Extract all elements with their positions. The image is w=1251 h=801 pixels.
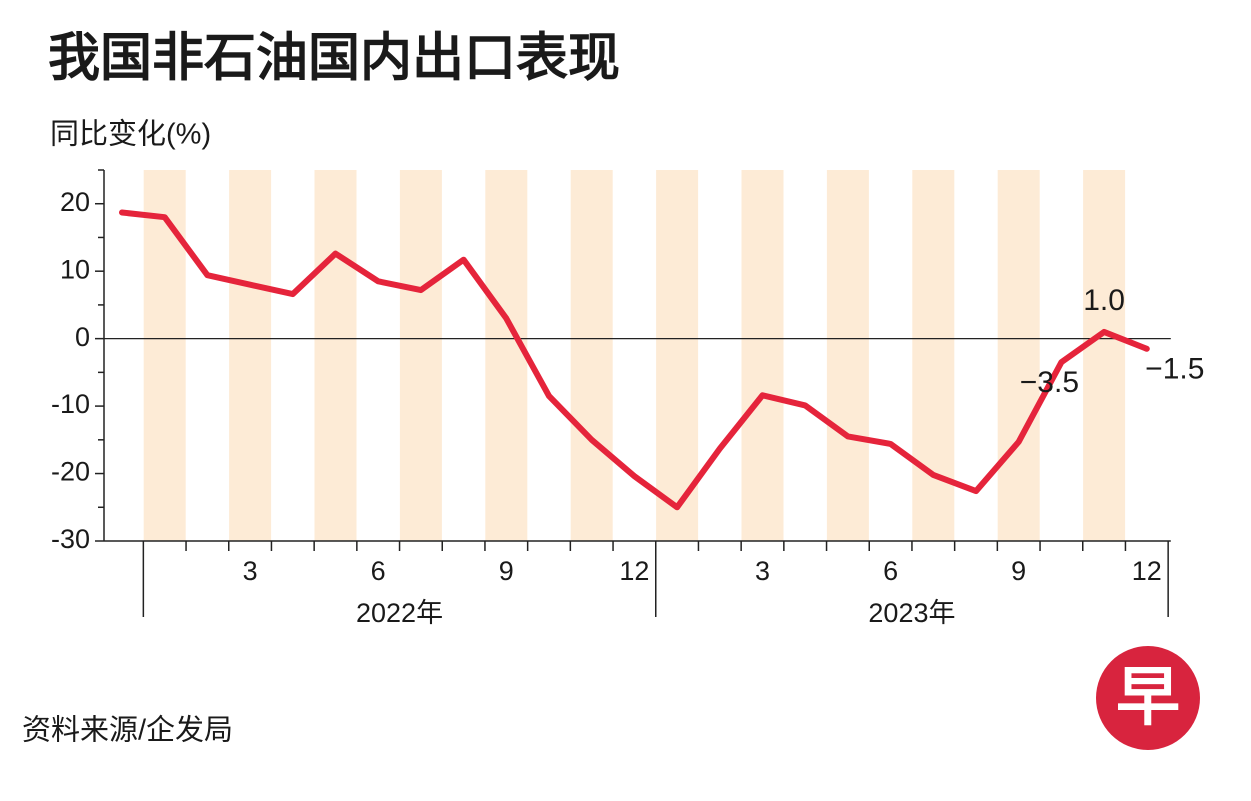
stripe xyxy=(143,170,186,541)
y-tick-label: 0 xyxy=(75,322,90,352)
stripe xyxy=(741,170,784,541)
y-tick-label: 20 xyxy=(60,187,90,217)
stripe xyxy=(485,170,528,541)
stripe xyxy=(314,170,357,541)
stripe xyxy=(912,170,955,541)
y-tick-label: -10 xyxy=(51,389,90,419)
stripe xyxy=(826,170,869,541)
x-tick-label: 9 xyxy=(1011,556,1026,586)
x-tick-label: 6 xyxy=(883,556,898,586)
y-axis-label: 同比变化(%) xyxy=(50,118,211,151)
logo-circle xyxy=(1096,646,1200,750)
stripe xyxy=(997,170,1040,541)
source: 资料来源/企发局 xyxy=(22,714,233,747)
stripe xyxy=(1083,170,1126,541)
y-tick-label: -30 xyxy=(51,524,90,554)
year-label: 2023年 xyxy=(868,598,955,628)
x-tick-label: 12 xyxy=(619,556,649,586)
logo: 早 xyxy=(1116,661,1180,733)
data-label: 1.0 xyxy=(1083,284,1125,317)
x-tick-label: 3 xyxy=(243,556,258,586)
data-label: −3.5 xyxy=(1020,366,1079,399)
chart-title: 我国非石油国内出口表现 xyxy=(48,30,620,88)
year-label: 2022年 xyxy=(356,598,443,628)
stripe xyxy=(399,170,442,541)
data-label: −1.5 xyxy=(1145,353,1204,386)
x-tick-label: 9 xyxy=(499,556,514,586)
y-tick-label: -20 xyxy=(51,457,90,487)
y-tick-label: 10 xyxy=(60,254,90,284)
stripe xyxy=(229,170,272,541)
stripe xyxy=(570,170,613,541)
line xyxy=(119,209,1150,511)
stripe xyxy=(656,170,699,541)
x-tick-label: 3 xyxy=(755,556,770,586)
x-tick-label: 12 xyxy=(1132,556,1162,586)
x-tick-label: 6 xyxy=(371,556,386,586)
